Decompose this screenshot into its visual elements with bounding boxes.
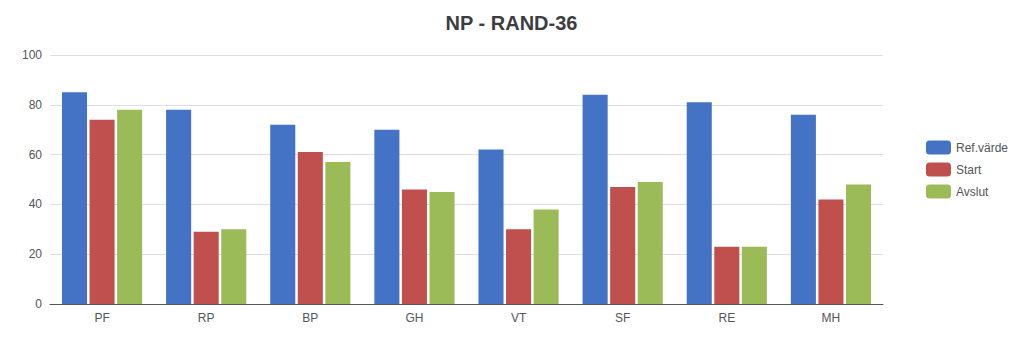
svg-text:60: 60 [29,148,43,162]
svg-text:Avslut: Avslut [956,185,989,199]
svg-text:NP - RAND-36: NP - RAND-36 [446,12,578,34]
svg-text:RP: RP [198,311,215,325]
svg-text:Ref.värde: Ref.värde [956,141,1008,155]
svg-text:SF: SF [615,311,630,325]
svg-text:100: 100 [22,48,42,62]
svg-text:Start: Start [956,163,982,177]
svg-text:40: 40 [29,197,43,211]
svg-text:20: 20 [29,247,43,261]
svg-text:RE: RE [718,311,735,325]
svg-text:VT: VT [511,311,527,325]
svg-text:GH: GH [405,311,423,325]
svg-text:80: 80 [29,98,43,112]
svg-text:BP: BP [302,311,318,325]
svg-text:MH: MH [822,311,841,325]
svg-text:PF: PF [94,311,109,325]
svg-text:0: 0 [35,297,42,311]
